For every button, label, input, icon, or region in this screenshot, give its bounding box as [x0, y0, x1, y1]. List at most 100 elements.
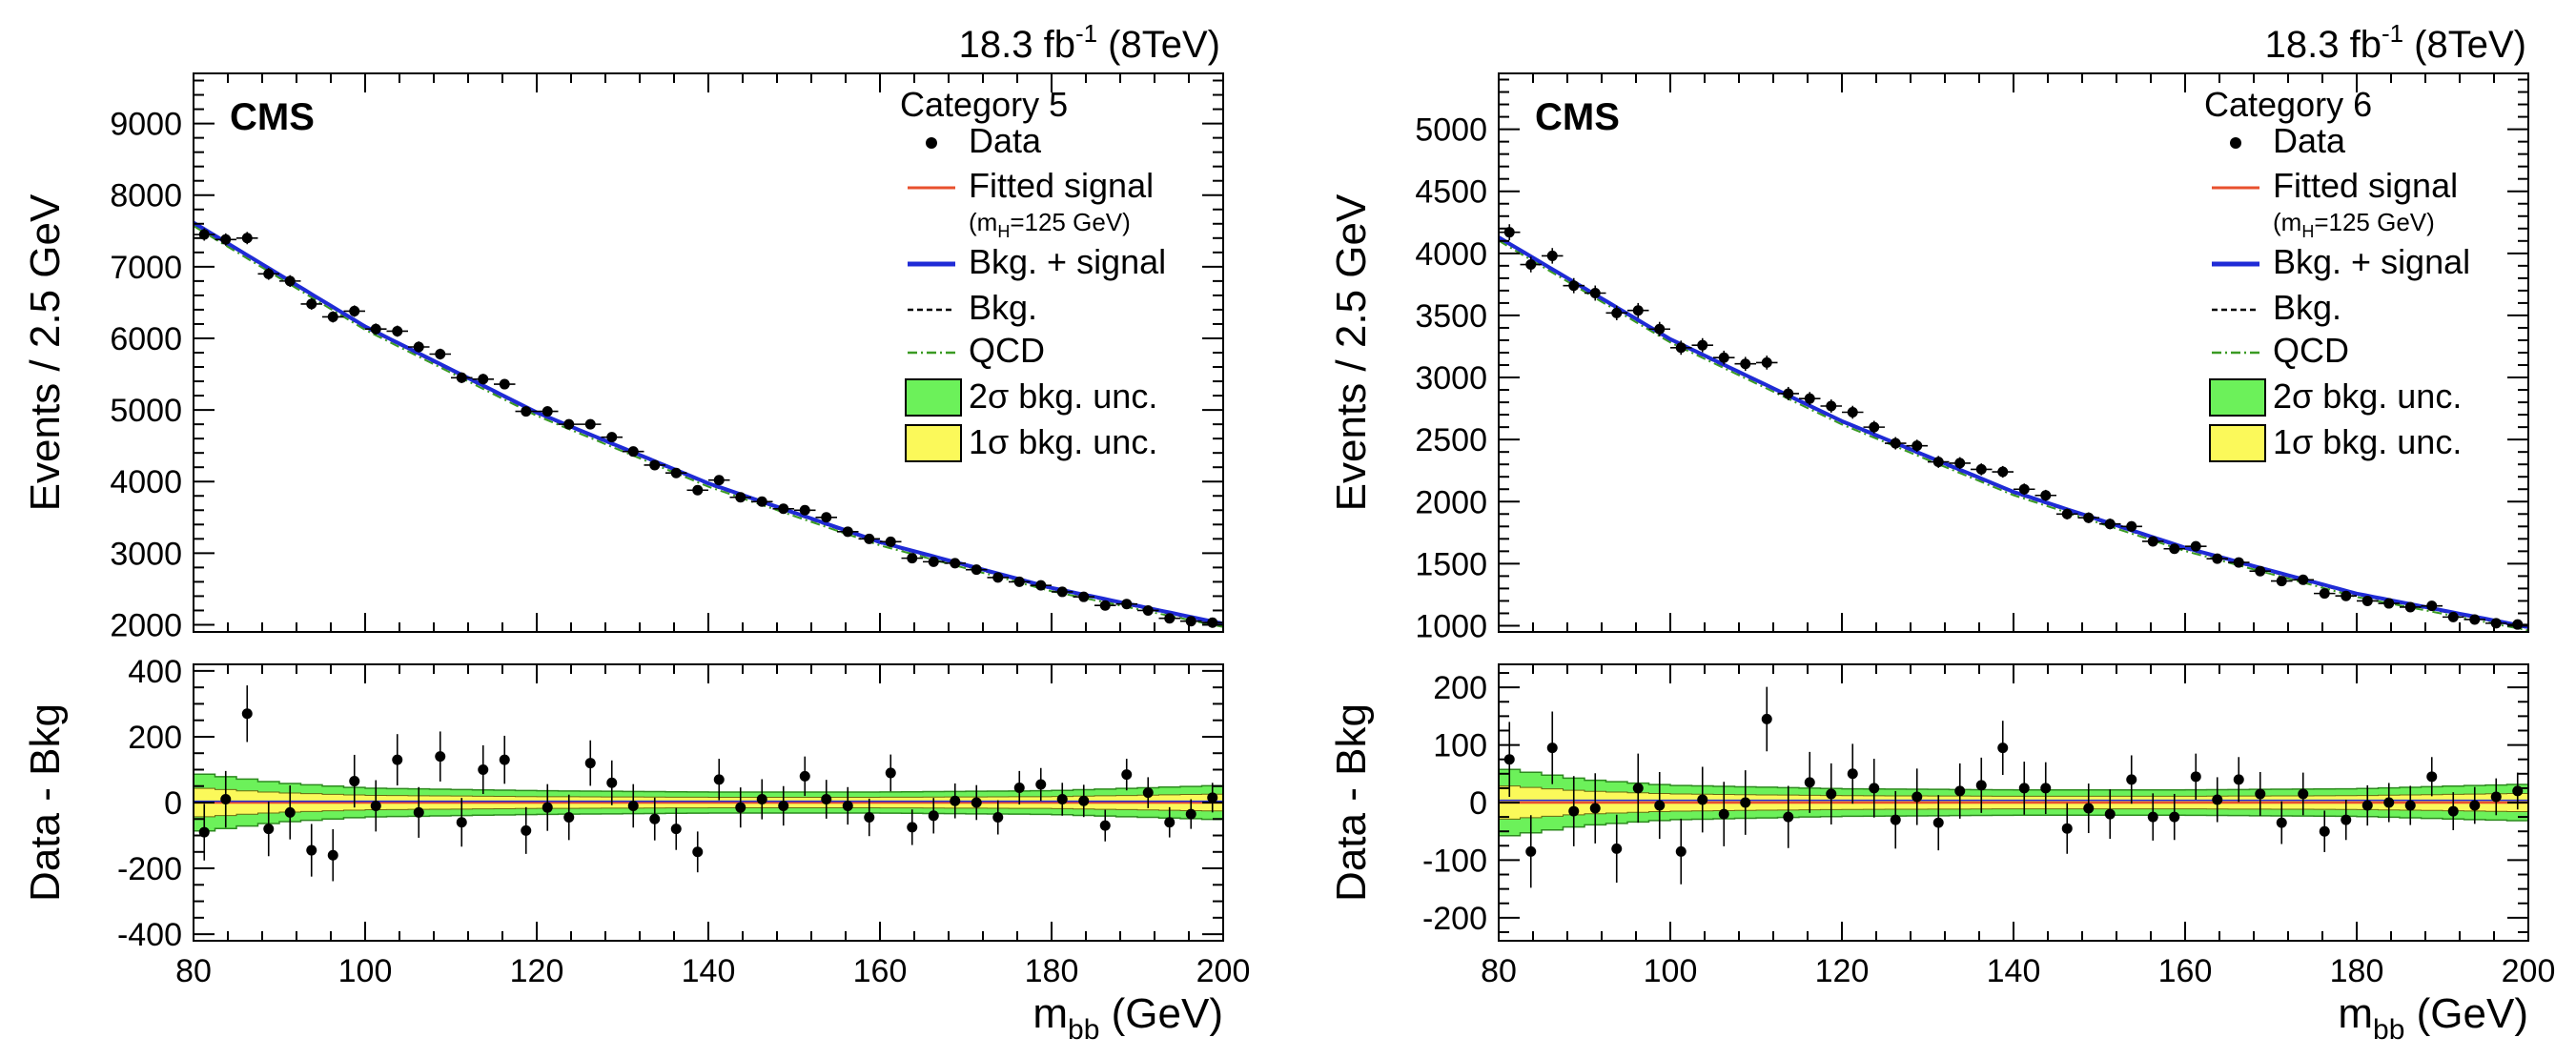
residual-point: [1954, 763, 1966, 819]
ratio-y-tick-label: 400: [128, 654, 182, 690]
data-marker: [2212, 553, 2223, 564]
residual-marker: [2319, 825, 2330, 837]
legend-label: Bkg. + signal: [969, 242, 1166, 281]
legend-label: Bkg. + signal: [2273, 242, 2470, 281]
residual-point: [349, 754, 360, 808]
residual-point: [799, 756, 810, 797]
data-marker: [971, 564, 982, 576]
legend-label: 2σ bkg. unc.: [2273, 376, 2462, 416]
residual-point: [2212, 777, 2223, 823]
residual-marker: [692, 846, 704, 858]
residual-point: [928, 798, 939, 834]
data-point: [923, 556, 945, 567]
data-point: [751, 496, 773, 507]
text-part: -1: [1075, 19, 1097, 48]
residual-marker: [649, 813, 661, 824]
legend-box-icon: [905, 378, 962, 417]
data-marker: [478, 374, 489, 385]
residual-point: [950, 783, 961, 819]
data-marker: [649, 459, 661, 471]
residual-point: [821, 780, 832, 819]
residual-marker: [1912, 791, 1923, 803]
data-point: [644, 459, 665, 471]
data-marker: [1568, 280, 1580, 292]
residual-marker: [521, 824, 532, 836]
residual-marker: [456, 817, 467, 828]
residual-point: [2490, 778, 2502, 816]
residual-point: [735, 787, 746, 828]
data-point: [1094, 600, 1116, 611]
text-part: (m: [969, 208, 997, 236]
data-point: [665, 467, 687, 478]
legend-label: 1σ bkg. unc.: [969, 422, 1157, 461]
residual-point: [692, 831, 704, 873]
residual-point: [778, 785, 789, 826]
data-point: [386, 325, 408, 337]
data-marker: [2341, 590, 2352, 601]
text-part: (8TeV): [1097, 24, 1220, 66]
residual-point: [435, 731, 446, 782]
ratio-y-axis-label: Data - Bkg: [22, 703, 69, 902]
data-point: [2335, 590, 2357, 601]
data-marker: [1164, 613, 1176, 624]
x-tick-label: 160: [2158, 953, 2213, 989]
residual-point: [1546, 711, 1558, 784]
x-axis-label: mbb (GeV): [2338, 990, 2528, 1046]
residual-marker: [670, 824, 682, 835]
data-point: [300, 297, 322, 310]
residual-marker: [821, 794, 832, 805]
residual-marker: [1997, 743, 2009, 754]
legend-title: Category 6: [2204, 85, 2372, 124]
residual-marker: [1975, 780, 1987, 791]
y-tick-label: 9000: [110, 107, 182, 143]
residual-marker: [584, 758, 596, 769]
residual-point: [2126, 755, 2137, 804]
residual-point: [1890, 790, 1901, 849]
x-tick-label: 180: [2330, 953, 2384, 989]
data-marker: [713, 475, 725, 486]
data-point: [2443, 611, 2464, 622]
residual-point: [241, 685, 253, 743]
residual-point: [2298, 772, 2309, 816]
residual-marker: [1078, 795, 1090, 806]
data-points-top: [1499, 224, 2528, 630]
data-point: [2185, 540, 2207, 552]
residual-point: [521, 806, 532, 854]
data-point: [1030, 580, 1052, 591]
data-marker: [2469, 614, 2481, 625]
residual-point: [584, 740, 596, 786]
residual-point: [2018, 762, 2030, 815]
data-marker: [1078, 591, 1090, 602]
residual-marker: [2447, 805, 2459, 817]
data-marker: [1761, 356, 1772, 368]
data-marker: [1912, 440, 1923, 452]
residual-marker: [799, 770, 810, 782]
residual-marker: [284, 806, 296, 818]
text-part: 18.3 fb: [2265, 24, 2382, 66]
residual-marker: [542, 802, 553, 813]
data-point: [2120, 520, 2142, 532]
residual-point: [1997, 721, 2009, 775]
text-part: =125 GeV): [2314, 208, 2434, 236]
residual-marker: [499, 754, 510, 765]
residual-marker: [606, 777, 618, 788]
y-axis-label: Events / 2.5 GeV: [22, 193, 69, 511]
residual-marker: [2147, 811, 2158, 823]
data-point: [2077, 512, 2099, 523]
residual-marker: [2169, 811, 2180, 823]
residual-point: [1035, 767, 1047, 802]
residual-marker: [2490, 791, 2502, 803]
residual-point: [456, 798, 467, 847]
legend-label: QCD: [2273, 331, 2349, 370]
data-point: [1605, 305, 1627, 321]
data-marker: [1869, 421, 1880, 433]
residual-point: [2061, 803, 2073, 854]
data-point: [2314, 588, 2336, 600]
residual-marker: [349, 776, 360, 787]
y-tick-label: 8000: [110, 178, 182, 214]
data-point: [2014, 483, 2035, 496]
data-point: [1992, 465, 2014, 478]
ratio-y-tick-label: -400: [117, 917, 182, 953]
residual-marker: [2276, 817, 2287, 828]
